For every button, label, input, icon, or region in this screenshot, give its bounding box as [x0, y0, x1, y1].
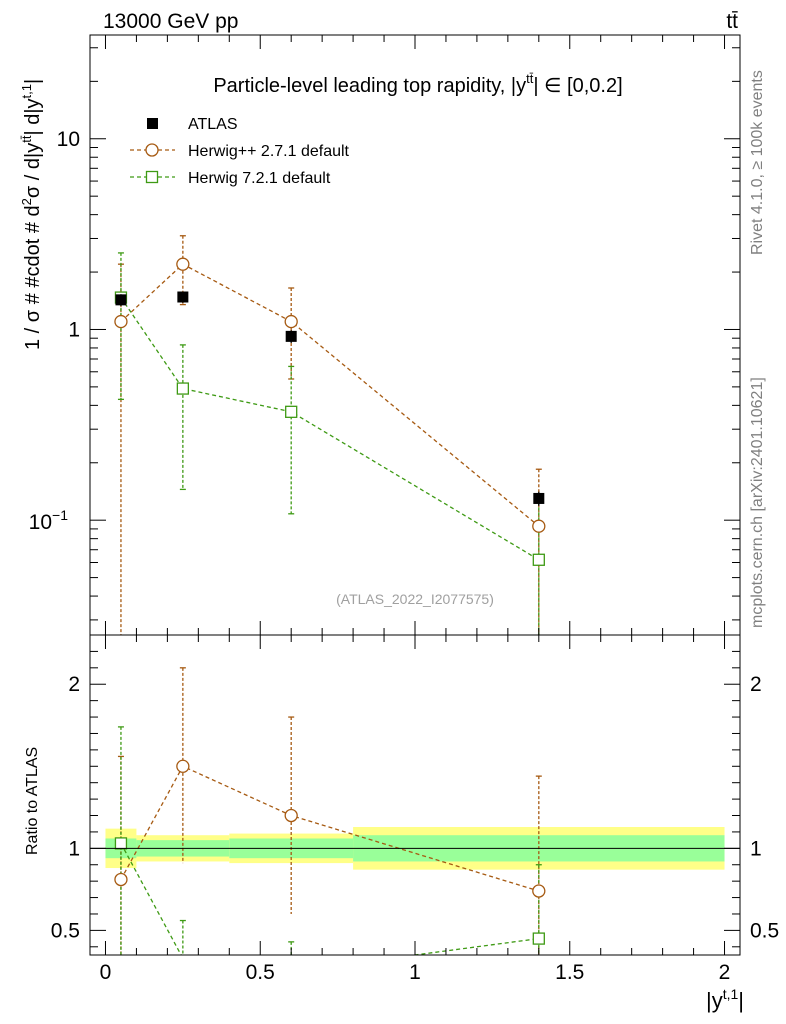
ratio-y-axis-label: Ratio to ATLAS	[24, 747, 41, 855]
atlas-data-point	[285, 330, 297, 342]
ratio-tick-label-left: 1	[68, 837, 80, 860]
axis-tick-labels: 0 0.5 1 1.5 2 0.5 0.5 1 1 2 2	[51, 673, 779, 984]
data-point	[285, 405, 298, 418]
ratio-line-0	[120, 765, 539, 892]
rivet-label: Rivet 4.1.0, ≥ 100k events	[749, 70, 766, 255]
ratio-point	[114, 837, 128, 850]
analysis-reference: (ATLAS_2022_I2077575)	[336, 591, 494, 607]
legend-herwig7-marker	[145, 170, 159, 184]
legend-herwigpp-marker	[145, 143, 159, 157]
header-process: tt̄	[726, 10, 738, 33]
ratio-tick-label-left: 0.5	[51, 919, 80, 942]
ratio-line-1	[120, 843, 539, 955]
x-axis-label: |yt,1|	[706, 986, 744, 1013]
x-tick-label: 1	[409, 961, 421, 984]
data-point	[532, 519, 546, 533]
legend-herwig7-label: Herwig 7.2.1 default	[188, 170, 331, 187]
data-point	[532, 553, 545, 566]
data-point	[176, 382, 190, 395]
series-line-2	[120, 297, 540, 561]
ratio-tick-label-right: 2	[750, 673, 762, 696]
series-lines	[120, 263, 540, 955]
ratio-panel-frame	[89, 634, 741, 956]
legend-atlas-label: ATLAS	[188, 116, 238, 133]
plot-title: Particle-level leading top rapidity, |yt…	[213, 71, 622, 97]
x-tick-label: 2	[719, 961, 731, 984]
atlas-data-point	[177, 291, 189, 303]
data-point	[114, 314, 128, 329]
ratio-point	[284, 808, 298, 823]
x-tick-label: 0.5	[246, 961, 275, 984]
atlas-data-point	[533, 492, 545, 504]
legend-herwigpp-label: Herwig++ 2.7.1 default	[188, 143, 350, 160]
y-tick-label-1: 1	[68, 318, 80, 341]
ratio-point	[176, 759, 190, 773]
legend: ATLAS Herwig++ 2.7.1 default Herwig 7.2.…	[130, 116, 350, 187]
x-tick-label: 0	[100, 961, 112, 984]
data-markers	[114, 257, 546, 945]
atlas-data-point	[115, 294, 127, 306]
legend-atlas-marker	[147, 118, 158, 129]
ratio-point	[532, 884, 546, 898]
series-line-1	[120, 263, 540, 527]
ratio-tick-label-right: 1	[750, 837, 762, 860]
y-tick-label-10: 10	[57, 128, 80, 151]
ratio-tick-label-left: 2	[68, 673, 80, 696]
x-tick-label: 1.5	[555, 961, 584, 984]
data-point	[284, 314, 298, 329]
ratio-point	[114, 872, 128, 887]
data-point	[176, 257, 190, 271]
ratio-tick-label-right: 0.5	[750, 919, 779, 942]
ratio-point	[532, 932, 545, 945]
mcplots-label: mcplots.cern.ch [arXiv:2401.10621]	[749, 377, 766, 628]
y-tick-label-0.1: 10−1	[29, 507, 69, 534]
header-energy: 13000 GeV pp	[103, 10, 238, 33]
y-axis-label: 1 / σ # #cdot # d2σ / d|ytt̄| d|yt,1|	[19, 79, 44, 350]
